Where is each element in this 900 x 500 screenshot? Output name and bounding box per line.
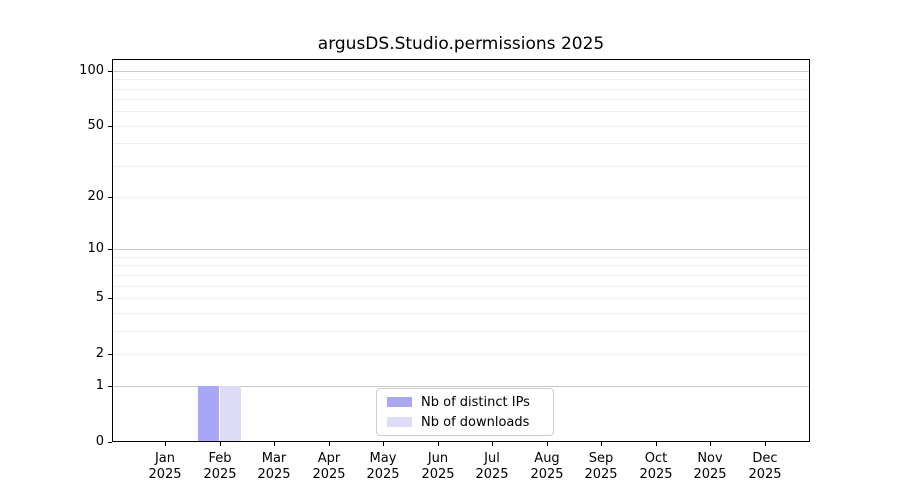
x-tick-jan (165, 442, 166, 446)
x-tick-label-jun-2025: Jun 2025 (421, 451, 455, 482)
minor-gridline-70 (113, 99, 809, 100)
x-tick-label-apr-2025: Apr 2025 (312, 451, 346, 482)
x-tick-label-feb-2025: Feb 2025 (203, 451, 237, 482)
minor-gridline-7 (113, 275, 809, 276)
legend: Nb of distinct IPs Nb of downloads (376, 388, 554, 436)
minor-gridline-9 (113, 257, 809, 258)
x-tick-nov (710, 442, 711, 446)
y-tick-0 (108, 442, 112, 443)
y-tick-10 (108, 249, 112, 250)
y-tick-label-50: 50 (87, 118, 104, 133)
minor-gridline-80 (113, 89, 809, 90)
major-gridline-10 (113, 249, 809, 250)
y-tick-label-10: 10 (87, 241, 104, 256)
x-tick-label-jan-2025: Jan 2025 (148, 451, 182, 482)
legend-label-distinct-ips: Nb of distinct IPs (421, 394, 530, 410)
legend-item-distinct-ips: Nb of distinct IPs (387, 395, 543, 410)
minor-gridline-50 (113, 126, 809, 127)
x-tick-jul (492, 442, 493, 446)
y-tick-2 (108, 354, 112, 355)
y-tick-20 (108, 197, 112, 198)
x-tick-jun (438, 442, 439, 446)
minor-gridline-20 (113, 197, 809, 198)
major-gridline-1 (113, 386, 809, 387)
x-tick-label-jul-2025: Jul 2025 (475, 451, 509, 482)
y-tick-label-1: 1 (95, 378, 104, 393)
x-tick-aug (547, 442, 548, 446)
x-tick-label-mar-2025: Mar 2025 (257, 451, 291, 482)
minor-gridline-2 (113, 354, 809, 355)
minor-gridline-30 (113, 166, 809, 167)
x-tick-oct (656, 442, 657, 446)
x-tick-label-nov-2025: Nov 2025 (693, 451, 727, 482)
y-tick-100 (108, 71, 112, 72)
minor-gridline-5 (113, 298, 809, 299)
y-tick-label-0: 0 (95, 434, 104, 449)
minor-gridline-60 (113, 111, 809, 112)
bar-nb-of-downloads-feb-2025 (219, 386, 242, 441)
plot-area (112, 59, 810, 442)
x-tick-label-may-2025: May 2025 (366, 451, 400, 482)
x-tick-label-oct-2025: Oct 2025 (639, 451, 673, 482)
y-tick-label-100: 100 (79, 63, 104, 78)
y-tick-50 (108, 126, 112, 127)
x-tick-label-sep-2025: Sep 2025 (584, 451, 618, 482)
x-tick-feb (220, 442, 221, 446)
minor-gridline-40 (113, 143, 809, 144)
y-tick-1 (108, 386, 112, 387)
minor-gridline-3 (113, 331, 809, 332)
minor-gridline-8 (113, 265, 809, 266)
y-tick-label-5: 5 (95, 290, 104, 305)
y-tick-label-20: 20 (87, 189, 104, 204)
minor-gridline-6 (113, 286, 809, 287)
chart-title: argusDS.Studio.permissions 2025 (317, 34, 605, 54)
y-tick-5 (108, 298, 112, 299)
x-tick-may (383, 442, 384, 446)
x-tick-mar (274, 442, 275, 446)
x-tick-sep (601, 442, 602, 446)
x-tick-label-dec-2025: Dec 2025 (748, 451, 782, 482)
y-tick-label-2: 2 (95, 346, 104, 361)
major-gridline-100 (113, 71, 809, 72)
legend-item-downloads: Nb of downloads (387, 415, 543, 430)
minor-gridline-90 (113, 79, 809, 80)
legend-label-downloads: Nb of downloads (421, 414, 530, 430)
x-tick-apr (329, 442, 330, 446)
x-tick-label-aug-2025: Aug 2025 (530, 451, 564, 482)
legend-swatch-distinct-ips (387, 397, 412, 407)
bar-nb-of-distinct-ips-feb-2025 (197, 386, 220, 441)
minor-gridline-4 (113, 313, 809, 314)
x-tick-dec (765, 442, 766, 446)
legend-swatch-downloads (387, 417, 412, 427)
